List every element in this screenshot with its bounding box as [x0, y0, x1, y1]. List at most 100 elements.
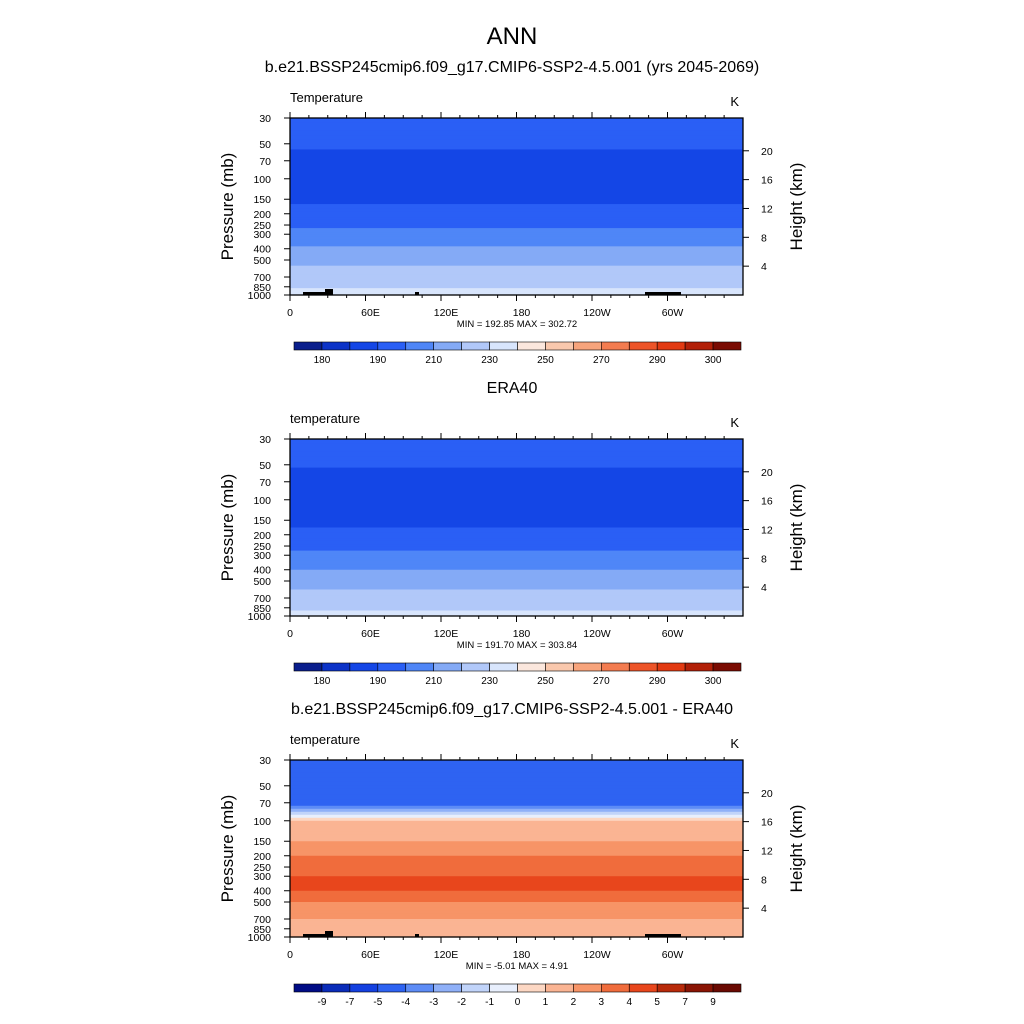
field-band [290, 885, 743, 889]
field-band [290, 464, 743, 469]
field-band [290, 223, 743, 226]
units-label: K [730, 415, 739, 430]
field-band [290, 443, 743, 449]
field-band [290, 195, 743, 200]
field-band [290, 493, 743, 498]
field-band [290, 573, 743, 576]
field-band [290, 456, 743, 462]
field-band [290, 155, 743, 159]
field-band [290, 859, 743, 862]
field-band [290, 805, 743, 810]
colorbar-swatch [321, 662, 351, 672]
y-tick-label: 250 [253, 220, 271, 232]
field-band [290, 118, 743, 123]
field-band [290, 888, 743, 892]
field-band [290, 289, 743, 292]
colorbar-swatch [628, 983, 658, 993]
field-band [290, 577, 743, 580]
field-band [290, 874, 743, 877]
y-tick-label: 70 [259, 798, 271, 810]
colorbar-label: -4 [401, 997, 410, 1008]
field-band [290, 904, 743, 909]
field-band [290, 534, 743, 538]
y-tick-label: 250 [253, 862, 271, 874]
y2-tick-label: 20 [761, 146, 773, 158]
field-band [290, 225, 743, 228]
y-tick-label: 850 [253, 603, 271, 615]
colorbar-label: 230 [481, 676, 498, 687]
y-tick-label: 500 [253, 897, 271, 909]
field-band [290, 241, 743, 245]
field-band [290, 834, 743, 839]
field-band [290, 557, 743, 561]
y-tick-label: 700 [253, 593, 271, 605]
colorbar-label: 300 [705, 676, 722, 687]
field-band [290, 536, 743, 540]
y-tick-label: 70 [259, 477, 271, 489]
units-label: K [730, 94, 739, 109]
y-tick-label: 70 [259, 156, 271, 168]
colorbar-swatch [293, 341, 323, 351]
colorbar-label: 2 [571, 997, 577, 1008]
field-band [290, 820, 743, 825]
colorbar-swatch [573, 983, 602, 993]
field-band [290, 900, 743, 903]
field-band [290, 189, 743, 194]
field-band [290, 547, 743, 550]
x-tick-label: 120E [434, 628, 459, 640]
stats-label: MIN = -5.01 MAX = 4.91 [466, 961, 568, 972]
colorbar-swatch [377, 662, 407, 672]
y-tick-label: 400 [253, 244, 271, 256]
field-band [290, 579, 743, 582]
x-tick-label: 60E [361, 628, 380, 640]
y2-axis-title: Height (km) [787, 805, 806, 893]
y-tick-label: 1000 [248, 611, 272, 623]
colorbar-label: 210 [425, 676, 442, 687]
field-band [290, 922, 743, 925]
y2-tick-label: 4 [761, 261, 767, 273]
terrain-block [645, 934, 681, 937]
field-band [290, 175, 743, 180]
field-band [290, 152, 743, 156]
y2-axis-title: Height (km) [787, 163, 806, 251]
field-band [290, 777, 743, 783]
y-tick-label: 30 [259, 755, 271, 767]
field-band [290, 881, 743, 885]
field-band [290, 221, 743, 224]
field-band [290, 898, 743, 901]
field-band [290, 278, 743, 281]
colorbar-swatch [349, 983, 379, 993]
field-band [290, 146, 743, 151]
colorbar-swatch [712, 341, 742, 351]
field-band [290, 527, 743, 531]
colorbar-label: 290 [649, 355, 666, 366]
field-band [290, 868, 743, 871]
field-band [290, 283, 743, 286]
colorbar-swatch [349, 341, 379, 351]
terrain-block [325, 289, 333, 295]
x-tick-label: 60W [662, 307, 684, 319]
x-tick-label: 120E [434, 307, 459, 319]
y-tick-label: 700 [253, 914, 271, 926]
field-band [290, 476, 743, 480]
colorbar-swatch [573, 662, 602, 672]
colorbar-swatch [489, 983, 518, 993]
field-layers [290, 760, 743, 938]
field-band [290, 863, 743, 866]
field-band [290, 857, 743, 861]
field-band [290, 288, 743, 291]
colorbar: -9 -7 -5 -4 -3 -2 -1 0 1 2 3 4 5 7 9 [293, 983, 742, 1008]
colorbar-swatch [405, 341, 434, 351]
field-band [290, 589, 743, 593]
colorbar-swatch [461, 983, 490, 993]
field-band [290, 855, 743, 859]
field-band [290, 166, 743, 171]
colorbar: 180 190 210 230 250 270 290 300 [293, 662, 742, 687]
field-band [290, 611, 743, 614]
colorbar-swatch [293, 662, 323, 672]
field-band [290, 925, 743, 928]
colorbar-swatch [684, 341, 714, 351]
y-tick-label: 300 [253, 229, 271, 241]
